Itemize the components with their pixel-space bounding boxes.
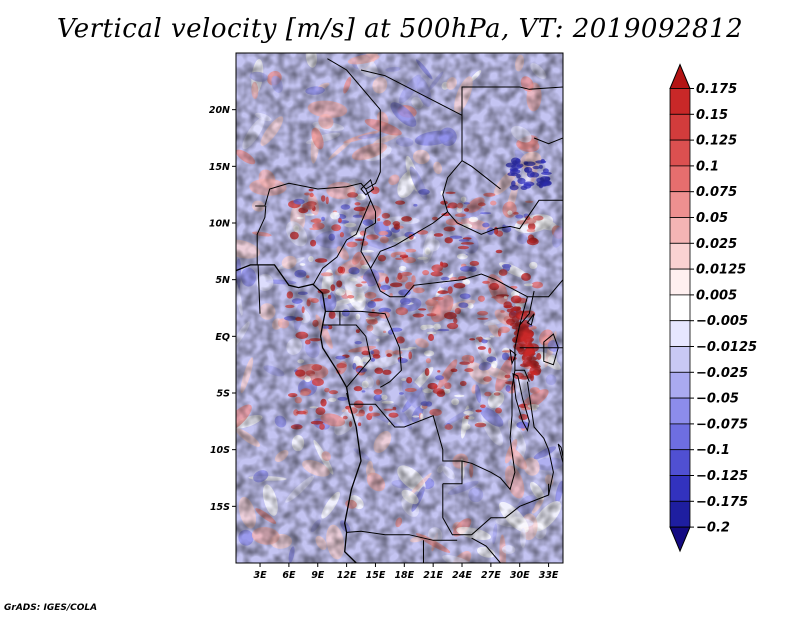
country-border (380, 324, 402, 388)
colorbar-cell (669, 113, 691, 141)
country-border (526, 381, 550, 450)
country-border (370, 268, 528, 298)
colorbar-label: 0.125 (696, 134, 737, 149)
y-tick-label: 15N (209, 162, 230, 173)
country-border (548, 449, 554, 496)
y-tick-label: 15S (210, 502, 230, 513)
country-border (462, 86, 563, 90)
country-border (339, 324, 372, 388)
x-tick-label: 33E (539, 570, 559, 581)
x-axis: 3E 6E 9E 12E 15E 18E 21E 24E 27E 30E 33E (253, 563, 559, 581)
colorbar-label: −0.125 (696, 469, 748, 484)
colorbar: 0.175 0.15 0.125 0.1 0.075 0.05 0.025 0.0125 0.0… (669, 63, 757, 553)
colorbar-cell (669, 294, 691, 322)
x-tick-label: 6E (282, 570, 296, 581)
colorbar-label: 0.025 (696, 237, 737, 252)
country-border (256, 205, 267, 265)
colorbar-cell (669, 423, 691, 451)
lake-outline (557, 443, 563, 465)
country-border (370, 211, 448, 269)
country-border (461, 438, 516, 491)
y-tick-label: 5N (215, 275, 230, 286)
colorbar-cell (669, 191, 691, 218)
colorbar-label: −0.1 (696, 443, 730, 458)
lake-outline (526, 313, 535, 326)
colorbar-top-arrow (669, 63, 691, 89)
y-axis: 20N 15N 10N 5N EQ 5S 10S 15S (209, 105, 236, 513)
coastline (236, 264, 362, 563)
colorbar-label: −0.025 (696, 366, 748, 381)
country-border (514, 369, 530, 382)
grads-credit: GrADS: IGES/COLA (4, 603, 98, 613)
y-tick-label: 10N (209, 219, 230, 230)
lake-outline (360, 178, 375, 196)
colorbar-cell (669, 346, 691, 373)
country-border (312, 200, 372, 286)
colorbar-cell (669, 449, 691, 476)
colorbar-cell (669, 165, 691, 193)
lake-outline (509, 348, 517, 366)
x-tick-label: 21E (423, 570, 443, 581)
y-tick-label: 20N (209, 105, 230, 116)
country-border (471, 537, 501, 563)
country-border (533, 137, 563, 145)
colorbar-label: 0.1 (696, 159, 719, 174)
colorbar-cell (669, 475, 691, 502)
country-border (461, 160, 501, 190)
colorbar-cell (669, 371, 691, 399)
country-border (365, 109, 381, 190)
colorbar-cell (669, 88, 691, 115)
colorbar-label: 0.005 (696, 288, 737, 303)
x-tick-label: 15E (366, 570, 386, 581)
country-borders (236, 58, 563, 563)
colorbar-bottom-arrow (669, 526, 691, 553)
colorbar-label: 0.175 (696, 82, 737, 97)
lake-outline (512, 372, 530, 432)
country-border (327, 58, 381, 111)
colorbar-cell (669, 268, 691, 296)
x-tick-label: 3E (253, 570, 267, 581)
chart-title: Vertical velocity [m/s] at 500hPa, VT: 2… (56, 14, 744, 44)
colorbar-label: −0.05 (696, 392, 739, 407)
colorbar-label: −0.005 (696, 314, 748, 329)
plot-frame (235, 52, 564, 564)
x-tick-label: 12E (337, 570, 357, 581)
colorbar-cell (669, 500, 691, 528)
colorbar-cell (669, 139, 691, 167)
y-tick-label: EQ (215, 332, 230, 343)
x-tick-label: 27E (481, 570, 501, 581)
y-tick-label: 10S (210, 445, 230, 456)
country-border (257, 264, 261, 314)
country-border (519, 290, 535, 326)
colorbar-label: 0.075 (696, 185, 737, 200)
country-border (527, 279, 563, 298)
colorbar-label: 0.0125 (696, 263, 746, 278)
x-tick-label: 18E (394, 570, 414, 581)
colorbar-label: −0.175 (696, 495, 748, 510)
colorbar-label: −0.2 (696, 521, 730, 536)
field-texture (236, 53, 563, 563)
colorbar-cell (669, 320, 691, 347)
country-border (346, 530, 458, 541)
colorbar-label: −0.0125 (696, 340, 757, 355)
country-border (447, 199, 563, 235)
colorbar-cell (669, 242, 691, 270)
x-tick-label: 9E (311, 570, 325, 581)
lake-outline (543, 333, 559, 366)
x-tick-label: 24E (452, 570, 472, 581)
x-tick-label: 30E (510, 570, 530, 581)
country-border (442, 483, 472, 536)
country-border (325, 310, 391, 326)
colorbar-cell (669, 397, 691, 425)
colorbar-label: −0.075 (696, 417, 748, 432)
colorbar-label: 0.05 (696, 211, 728, 226)
y-tick-label: 5S (217, 389, 231, 400)
plot-area (236, 53, 563, 563)
country-border (255, 182, 367, 207)
colorbar-label: 0.15 (696, 108, 728, 123)
colorbar-cell (669, 217, 691, 244)
